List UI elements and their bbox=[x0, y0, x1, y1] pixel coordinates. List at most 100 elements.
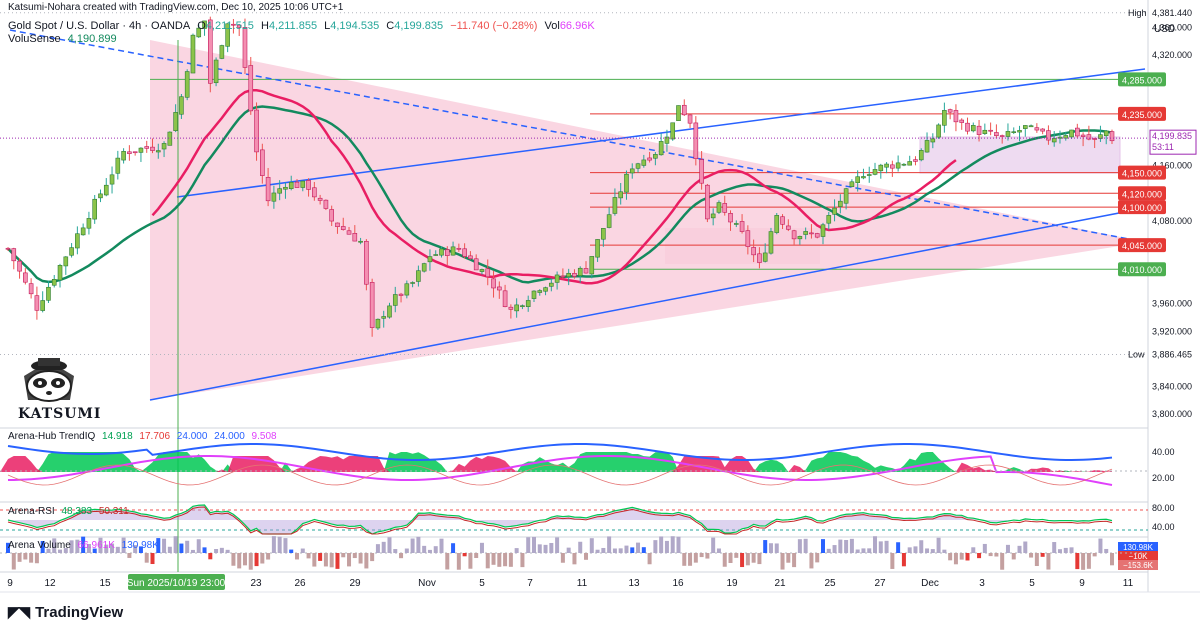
volume-bar bbox=[959, 553, 964, 560]
candle-body bbox=[329, 209, 334, 222]
volume-bar bbox=[1011, 553, 1016, 560]
price-tick-label: 4,320.000 bbox=[1152, 50, 1192, 60]
candle-body bbox=[664, 136, 670, 144]
volume-bar bbox=[555, 537, 560, 553]
candle-body bbox=[965, 122, 970, 132]
volume-bar bbox=[670, 536, 675, 553]
price-axis[interactable]: 4,360.000 4,320.000 4,160.000 4,080.000 3,96… bbox=[1118, 8, 1197, 570]
candle-body bbox=[930, 138, 936, 143]
change-value: −11.740 (−0.28%) bbox=[450, 20, 538, 32]
volume-bar bbox=[688, 553, 693, 566]
volume-bar bbox=[46, 548, 51, 553]
volume-bar bbox=[347, 553, 352, 567]
candle-body bbox=[884, 163, 889, 168]
candle-body bbox=[150, 146, 155, 151]
candle-body bbox=[1069, 129, 1074, 138]
candle-body bbox=[572, 273, 577, 277]
candle-body bbox=[878, 164, 884, 172]
time-tick-label: 5 bbox=[479, 578, 485, 589]
volume-bar bbox=[387, 537, 392, 553]
trendiq-bear-area bbox=[0, 456, 1112, 472]
volume-bar bbox=[133, 545, 138, 553]
volume-bar bbox=[167, 546, 172, 553]
candle-body bbox=[1046, 130, 1051, 141]
candle-body bbox=[358, 240, 363, 243]
candle-body bbox=[762, 252, 768, 262]
volume-bar bbox=[988, 553, 993, 557]
volusense-label[interactable]: VoluSense bbox=[8, 33, 61, 45]
candle-body bbox=[838, 200, 843, 207]
volume-bar bbox=[994, 553, 999, 557]
candle-body bbox=[265, 177, 271, 202]
candle-body bbox=[144, 146, 150, 149]
lower-trendline bbox=[149, 207, 1146, 401]
raccoon-logo-icon bbox=[24, 358, 74, 402]
volume-bar bbox=[705, 553, 710, 559]
volume-bar bbox=[138, 546, 143, 553]
candle-body bbox=[566, 272, 571, 278]
volume-bar bbox=[820, 539, 825, 553]
trendiq-name[interactable]: Arena-Hub TrendIQ bbox=[8, 431, 96, 442]
candle-body bbox=[381, 316, 387, 319]
volume-bar bbox=[896, 542, 901, 553]
time-tick-label: 11 bbox=[1123, 578, 1134, 589]
rsi-name[interactable]: Arena-RSI bbox=[8, 506, 55, 517]
candle-body bbox=[913, 159, 918, 162]
volume-bar bbox=[711, 537, 716, 553]
candle-body bbox=[5, 247, 11, 250]
price-tick-label: 4,080.000 bbox=[1152, 216, 1192, 226]
candle-body bbox=[947, 109, 953, 113]
volume-bar bbox=[104, 544, 109, 553]
candle-body bbox=[699, 159, 704, 184]
level-tag bbox=[1118, 238, 1166, 253]
rsi-pane bbox=[0, 504, 1148, 535]
time-tick-label: 13 bbox=[628, 578, 640, 589]
time-axis[interactable]: 9 12 15 23 26 29 Nov 5 7 11 13 16 19 21 25 27 Dec 3 5 9 11 Su… bbox=[7, 574, 1134, 590]
volume-bar bbox=[497, 553, 502, 567]
logo-text: KATSUMI bbox=[18, 406, 102, 422]
candle-body bbox=[375, 318, 381, 329]
candle-body bbox=[942, 110, 947, 126]
volume-bar bbox=[693, 553, 698, 563]
volume-bar bbox=[1098, 538, 1103, 553]
volume-bar bbox=[1057, 549, 1062, 553]
symbol-name[interactable]: Gold Spot / U.S. Dollar · 4h · OANDA bbox=[8, 20, 191, 32]
low-value: 4,194.535 bbox=[330, 20, 380, 32]
volume-bar bbox=[543, 544, 548, 553]
candle-body bbox=[716, 202, 722, 213]
candle-body bbox=[254, 109, 259, 153]
candle-body bbox=[1080, 134, 1086, 137]
candle-body bbox=[283, 186, 288, 190]
candlestick-series bbox=[5, 16, 1115, 337]
volume-bar bbox=[196, 539, 201, 553]
candle-body bbox=[473, 258, 479, 271]
level-tag-text: 4,120.000 bbox=[1122, 189, 1162, 199]
volume-bar bbox=[231, 553, 236, 566]
volume-name[interactable]: Arena Volume bbox=[8, 540, 71, 551]
candle-body bbox=[248, 65, 254, 112]
volume-bar bbox=[115, 546, 120, 553]
triangle-pattern bbox=[150, 40, 1145, 400]
volume-bar bbox=[144, 553, 149, 563]
rsi-value-2: 50.311 bbox=[98, 506, 129, 517]
level-tag-text: 4,150.000 bbox=[1122, 169, 1162, 179]
candle-body bbox=[167, 131, 173, 146]
volume-bar bbox=[618, 548, 623, 553]
candle-body bbox=[606, 214, 612, 228]
currency-label[interactable]: USD bbox=[1154, 24, 1176, 35]
candle-body bbox=[866, 174, 872, 176]
trendiq-thin-line bbox=[7, 464, 1113, 486]
time-tick-label: 19 bbox=[726, 578, 738, 589]
volume-bar bbox=[445, 553, 450, 570]
candle-body bbox=[924, 140, 930, 153]
volume-bar bbox=[1000, 553, 1005, 570]
candle-body bbox=[288, 181, 294, 190]
time-tick-label: 16 bbox=[672, 578, 684, 589]
current-price-tag bbox=[1149, 129, 1197, 155]
candle-body bbox=[23, 272, 28, 283]
tradingview-brand[interactable]: ◤◥ TradingView bbox=[8, 603, 123, 622]
candle-body bbox=[225, 23, 230, 47]
candle-body bbox=[895, 162, 901, 169]
vol-value: 66.96K bbox=[559, 20, 595, 32]
